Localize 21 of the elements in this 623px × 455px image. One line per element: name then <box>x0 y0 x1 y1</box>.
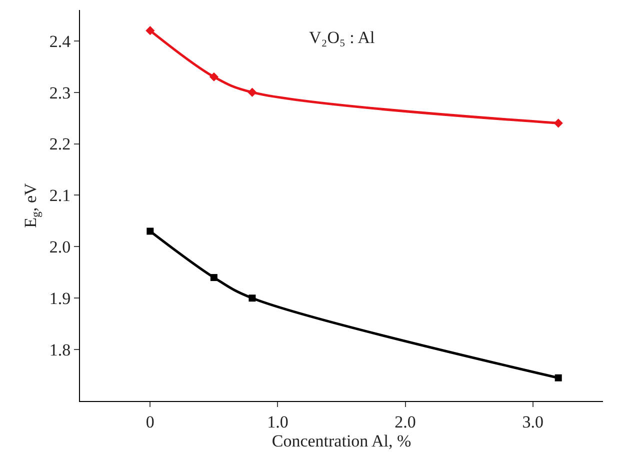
point <box>248 88 257 97</box>
point <box>209 72 218 82</box>
annotation: V₂O₅ : Al <box>309 28 375 47</box>
point <box>554 118 563 128</box>
x-tick-label: 0 <box>146 412 154 432</box>
point <box>146 228 154 235</box>
x-tick-label: 3.0 <box>522 412 544 432</box>
y-tick-label: 2.0 <box>49 238 71 257</box>
x-tick-label: 2.0 <box>394 412 416 432</box>
point <box>210 274 218 282</box>
y-tick-label: 2.3 <box>49 83 71 102</box>
y-tick-label: 1.8 <box>49 340 71 360</box>
point <box>146 26 155 36</box>
point <box>554 374 562 382</box>
x-tick-label: 1.0 <box>267 412 288 432</box>
point <box>248 294 256 302</box>
y-tick-label: 2.4 <box>49 32 72 51</box>
y-tick-label: 2.2 <box>49 134 71 154</box>
y-tick-label: 1.9 <box>49 289 71 308</box>
x-axis-title: Concentration Al, % <box>272 431 412 450</box>
y-tick-label: 2.1 <box>49 186 71 206</box>
